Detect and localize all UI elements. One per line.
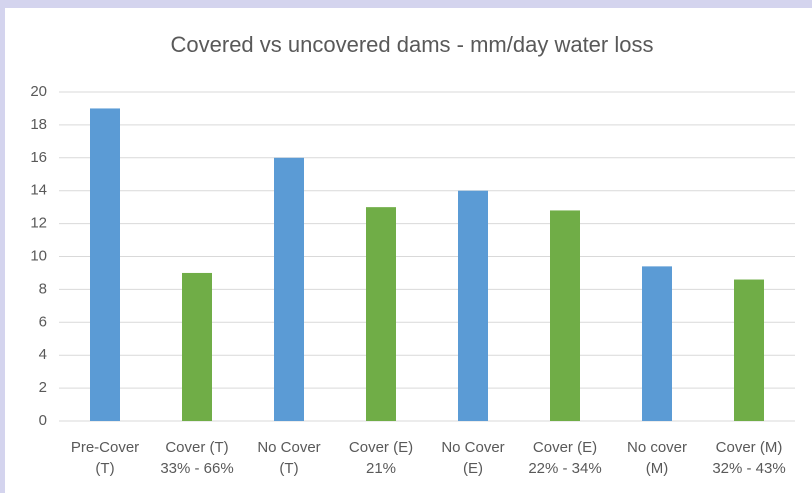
y-tick-label: 2 (39, 379, 47, 396)
bar (642, 266, 672, 421)
x-tick-label: 21% (366, 460, 396, 477)
x-tick-label: (T) (279, 460, 298, 477)
x-tick-label: 32% - 43% (712, 460, 785, 477)
y-tick-label: 0 (39, 412, 47, 429)
y-tick-label: 20 (30, 83, 47, 100)
x-tick-label: Cover (M) (716, 439, 783, 456)
bar (734, 279, 764, 421)
x-tick-label: Cover (E) (533, 439, 597, 456)
x-tick-label: (E) (463, 460, 483, 477)
x-tick-label: Cover (E) (349, 439, 413, 456)
bar (458, 190, 488, 421)
y-tick-label: 10 (30, 247, 47, 264)
bar (366, 207, 396, 421)
y-tick-label: 8 (39, 280, 47, 297)
bar (182, 272, 212, 421)
bar (90, 108, 120, 421)
y-tick-label: 14 (30, 182, 47, 199)
chart: Covered vs uncovered dams - mm/day water… (5, 8, 812, 493)
bar (550, 210, 580, 421)
y-tick-label: 18 (30, 116, 47, 133)
y-tick-label: 16 (30, 149, 47, 166)
y-tick-label: 6 (39, 313, 47, 330)
bar (274, 157, 304, 422)
x-tick-label: Pre-Cover (71, 439, 139, 456)
y-tick-label: 4 (39, 346, 47, 363)
x-tick-label: 33% - 66% (160, 460, 233, 477)
x-tick-label: No Cover (441, 439, 504, 456)
x-tick-label: No cover (627, 439, 687, 456)
x-tick-label: No Cover (257, 439, 320, 456)
x-tick-label: (T) (95, 460, 114, 477)
y-tick-label: 12 (30, 215, 47, 232)
x-tick-label: 22% - 34% (528, 460, 601, 477)
chart-title: Covered vs uncovered dams - mm/day water… (171, 32, 654, 57)
x-tick-label: (M) (646, 460, 669, 477)
x-tick-label: Cover (T) (165, 439, 228, 456)
